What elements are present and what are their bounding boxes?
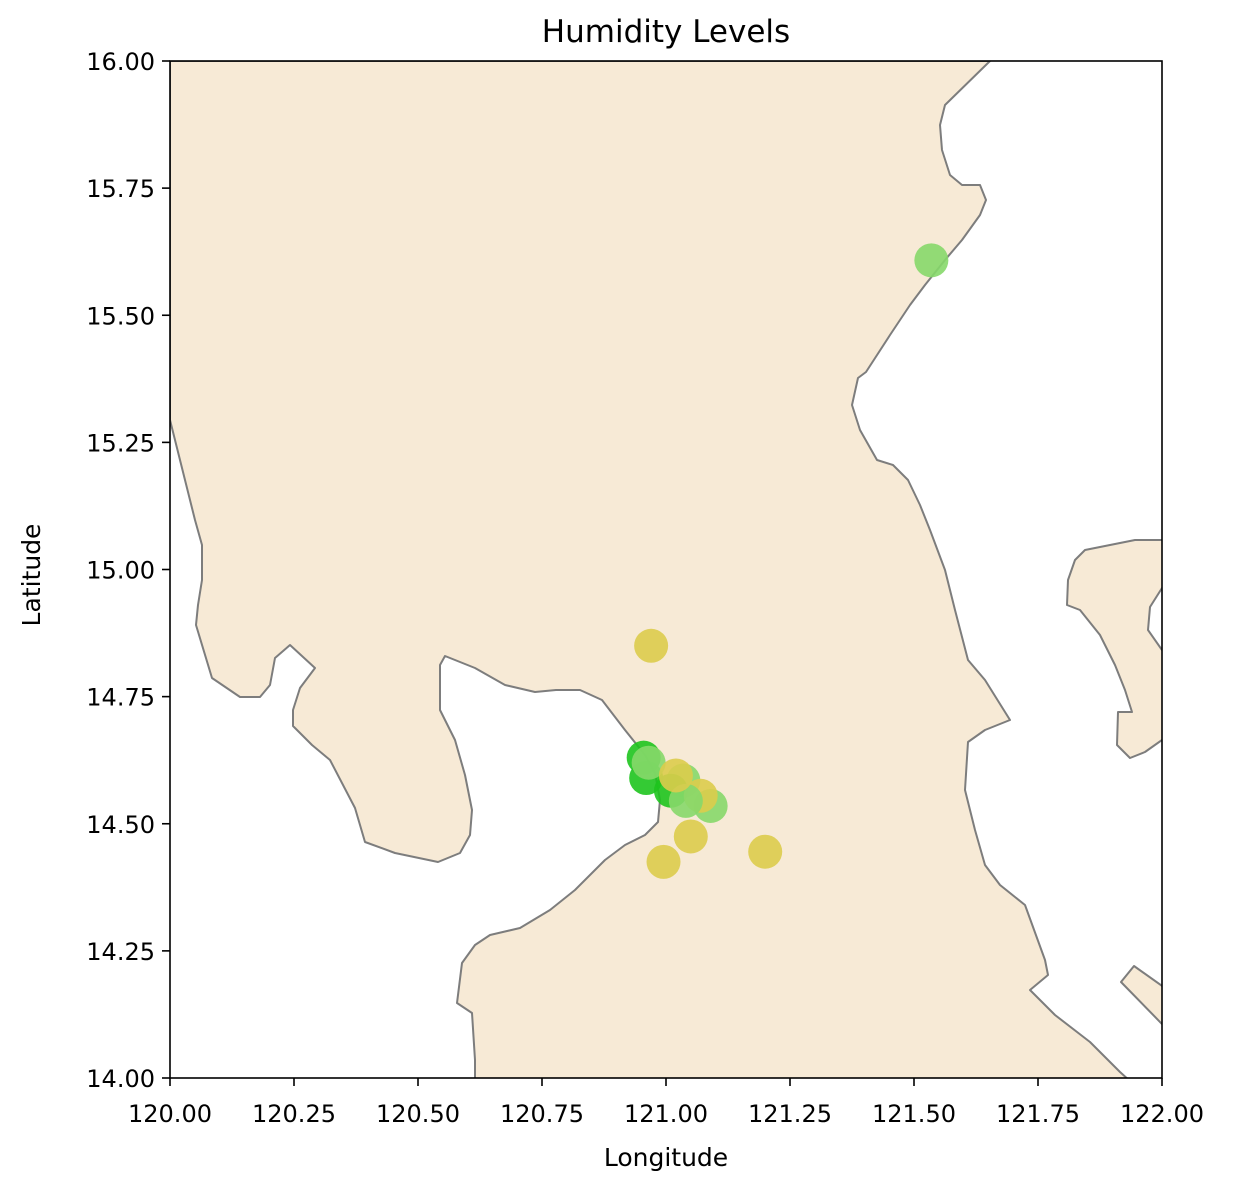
land-islet-southeast <box>1120 965 1162 1026</box>
chart-title: Humidity Levels <box>542 14 790 50</box>
x-tick-label: 121.00 <box>624 1100 708 1128</box>
x-tick-label: 120.00 <box>128 1100 212 1128</box>
y-tick-label: 16.00 <box>86 48 155 76</box>
humidity-point-mid <box>631 745 666 780</box>
land-island-east <box>1066 539 1162 759</box>
x-axis: 120.00 120.25 120.50 120.75 121.00 121.25 121.… <box>128 1078 1204 1128</box>
humidity-point-low <box>634 628 669 663</box>
y-tick-label: 15.00 <box>86 557 155 585</box>
x-axis-label: Longitude <box>604 1143 728 1172</box>
land-mainland <box>170 61 1129 1078</box>
y-tick-label: 15.75 <box>86 175 155 203</box>
humidity-point-low <box>748 834 783 869</box>
humidity-point-low <box>646 844 681 879</box>
y-tick-label: 15.25 <box>86 429 155 457</box>
x-tick-label: 120.25 <box>252 1100 336 1128</box>
x-tick-label: 122.00 <box>1120 1100 1204 1128</box>
y-tick-label: 14.00 <box>86 1065 155 1093</box>
x-tick-label: 120.75 <box>500 1100 584 1128</box>
humidity-points <box>626 243 949 879</box>
y-axis-label: Latitude <box>17 524 46 627</box>
x-tick-label: 121.25 <box>748 1100 832 1128</box>
humidity-point-mid <box>914 243 949 278</box>
y-tick-label: 15.50 <box>86 302 155 330</box>
map-plot-area <box>169 60 1163 1079</box>
x-tick-label: 121.50 <box>872 1100 956 1128</box>
land-layer <box>170 61 1162 1078</box>
x-tick-label: 121.75 <box>996 1100 1080 1128</box>
y-tick-label: 14.75 <box>86 684 155 712</box>
humidity-point-low <box>673 819 708 854</box>
y-tick-label: 14.50 <box>86 811 155 839</box>
humidity-point-low <box>658 758 693 793</box>
x-tick-label: 120.50 <box>376 1100 460 1128</box>
y-tick-label: 14.25 <box>86 938 155 966</box>
y-axis: 14.00 14.25 14.50 14.75 15.00 15.25 15.50 15.75… <box>86 48 170 1093</box>
